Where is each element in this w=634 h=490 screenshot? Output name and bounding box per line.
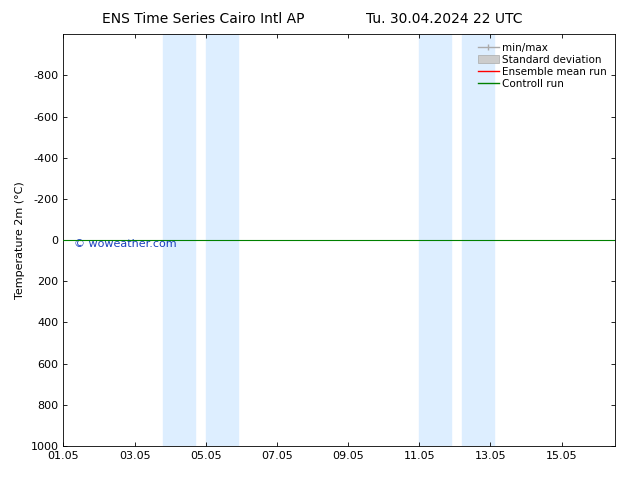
Bar xyxy=(419,34,451,446)
Bar xyxy=(206,34,238,446)
Text: Tu. 30.04.2024 22 UTC: Tu. 30.04.2024 22 UTC xyxy=(366,12,522,26)
Bar xyxy=(462,34,494,446)
Legend: min/max, Standard deviation, Ensemble mean run, Controll run: min/max, Standard deviation, Ensemble me… xyxy=(475,40,610,92)
Text: ENS Time Series Cairo Intl AP: ENS Time Series Cairo Intl AP xyxy=(101,12,304,26)
Text: © woweather.com: © woweather.com xyxy=(74,239,177,249)
Bar xyxy=(163,34,195,446)
Y-axis label: Temperature 2m (°C): Temperature 2m (°C) xyxy=(15,181,25,299)
